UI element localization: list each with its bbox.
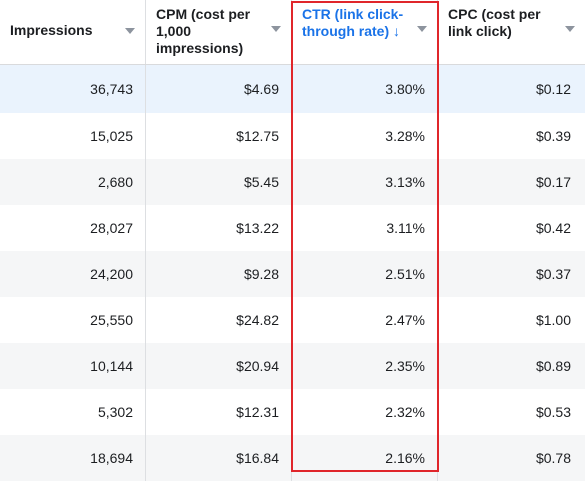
column-header-label: Impressions <box>10 22 93 38</box>
column-header-cpm[interactable]: CPM (cost per 1,000 impressions) <box>146 0 292 64</box>
table-row[interactable]: 36,743 $4.69 3.80% $0.12 <box>0 65 585 113</box>
cpm-cell: $9.28 <box>146 251 292 297</box>
table-row[interactable]: 15,025 $12.75 3.28% $0.39 <box>0 113 585 159</box>
cpc-cell: $1.00 <box>535 312 571 328</box>
ctr-cell: 2.32% <box>292 389 438 435</box>
ctr-cell: 3.28% <box>292 113 438 159</box>
cpc-cell: $0.12 <box>535 81 571 97</box>
ctr-cell: 3.13% <box>292 159 438 205</box>
table-row[interactable]: 5,302 $12.31 2.32% $0.53 <box>0 389 585 435</box>
cpc-cell: $0.17 <box>535 174 571 190</box>
impressions-cell: 5,302 <box>0 389 146 435</box>
column-header-impressions[interactable]: Impressions <box>0 0 146 64</box>
ctr-cell: 2.16% <box>292 435 438 481</box>
impressions-cell: 36,743 <box>0 65 146 113</box>
impressions-cell: 18,694 <box>0 435 146 481</box>
impressions-cell: 2,680 <box>0 159 146 205</box>
ctr-cell: 3.80% <box>292 65 438 113</box>
ctr-cell: 3.11% <box>292 205 438 251</box>
column-header-label: CPM (cost per 1,000 impressions) <box>156 6 251 56</box>
table-row[interactable]: 24,200 $9.28 2.51% $0.37 <box>0 251 585 297</box>
cpm-cell: $16.84 <box>146 435 292 481</box>
cpc-cell: $0.89 <box>535 358 571 374</box>
ctr-cell: 2.35% <box>292 343 438 389</box>
chevron-down-icon[interactable] <box>125 28 135 34</box>
table-row[interactable]: 10,144 $20.94 2.35% $0.89 <box>0 343 585 389</box>
table-header: Impressions CPM (cost per 1,000 impressi… <box>0 0 585 65</box>
chevron-down-icon[interactable] <box>417 26 427 32</box>
cpm-cell: $5.45 <box>146 159 292 205</box>
impressions-cell: 25,550 <box>0 297 146 343</box>
impressions-cell: 24,200 <box>0 251 146 297</box>
impressions-cell: 28,027 <box>0 205 146 251</box>
column-header-cpc[interactable]: CPC (cost per link click) <box>438 0 585 64</box>
cpc-cell: $0.53 <box>535 404 571 420</box>
cpm-cell: $4.69 <box>146 65 292 113</box>
impressions-cell: 10,144 <box>0 343 146 389</box>
column-header-ctr[interactable]: CTR (link click-through rate) ↓ <box>292 0 438 64</box>
cpc-cell: $0.78 <box>535 450 571 466</box>
cpm-cell: $24.82 <box>146 297 292 343</box>
ctr-cell: 2.47% <box>292 297 438 343</box>
table-row[interactable]: 28,027 $13.22 3.11% $0.42 <box>0 205 585 251</box>
column-header-label: CTR (link click-through rate) ↓ <box>302 6 404 39</box>
table-row[interactable]: 2,680 $5.45 3.13% $0.17 <box>0 159 585 205</box>
cpc-cell: $0.37 <box>535 266 571 282</box>
chevron-down-icon[interactable] <box>271 26 281 32</box>
cpc-cell: $0.39 <box>535 128 571 144</box>
cpm-cell: $13.22 <box>146 205 292 251</box>
cpm-cell: $12.31 <box>146 389 292 435</box>
table-row[interactable]: 18,694 $16.84 2.16% $0.78 <box>0 435 585 481</box>
cpm-cell: $12.75 <box>146 113 292 159</box>
chevron-down-icon[interactable] <box>565 26 575 32</box>
column-header-label: CPC (cost per link click) <box>448 6 541 39</box>
cpm-cell: $20.94 <box>146 343 292 389</box>
table-row[interactable]: 25,550 $24.82 2.47% $1.00 <box>0 297 585 343</box>
cpc-cell: $0.42 <box>535 220 571 236</box>
ctr-cell: 2.51% <box>292 251 438 297</box>
impressions-cell: 15,025 <box>0 113 146 159</box>
